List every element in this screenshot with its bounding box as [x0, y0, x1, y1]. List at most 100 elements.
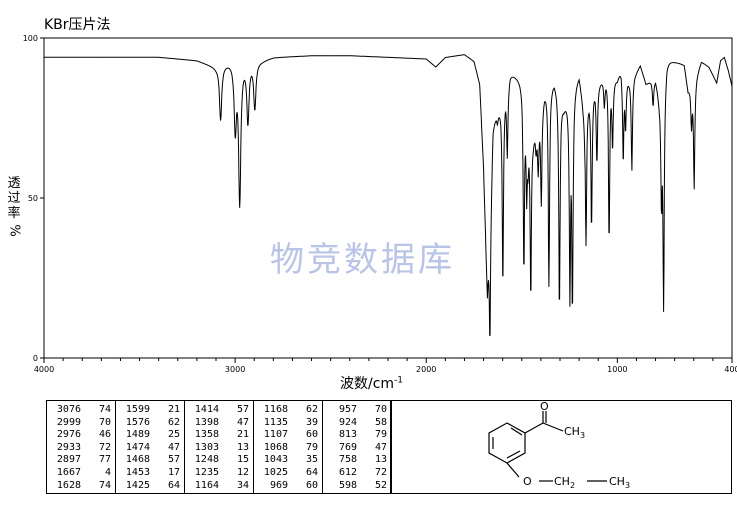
plot-frame	[43, 37, 733, 359]
chemical-structure: O CH3 O CH2 CH3	[488, 400, 630, 490]
x-tick-label: 3000	[225, 365, 245, 374]
peak-wavenumber: 2999	[56, 416, 81, 428]
ring-double-bond	[506, 450, 521, 459]
peak-wavenumber: 1468	[125, 454, 150, 466]
peak-transmittance: 21	[236, 429, 249, 441]
peak-wavenumber: 598	[338, 479, 357, 491]
peak-table-row: 1068 79	[258, 442, 318, 455]
ring-double-bond	[510, 427, 523, 436]
ch3-label-text: CH	[609, 475, 625, 488]
peak-wavenumber: 1358	[194, 429, 219, 441]
peak-wavenumber: 2933	[56, 441, 81, 453]
peak-table-row: 2999 70	[51, 417, 111, 430]
peak-transmittance: 70	[98, 416, 111, 428]
peak-wavenumber: 1599	[125, 404, 150, 415]
peak-table-row: 1107 60	[258, 429, 318, 442]
peak-table-row: 957 70	[327, 404, 387, 417]
peak-transmittance: 64	[305, 466, 318, 478]
peak-table-column: 3076 74 2999 70 2976 46 2933 72 2897 77 1667 4 1628 7…	[47, 401, 116, 493]
ch3-subscript: 3	[625, 481, 630, 490]
peak-table-row: 612 72	[327, 467, 387, 480]
peak-wavenumber: 957	[338, 404, 357, 415]
peak-table-row: 1043 35	[258, 454, 318, 467]
peak-table-row: 924 58	[327, 417, 387, 430]
peak-transmittance: 72	[98, 441, 111, 453]
peak-transmittance: 12	[236, 466, 249, 478]
peak-transmittance: 57	[167, 454, 180, 466]
peak-table-row: 1474 47	[120, 442, 180, 455]
peak-transmittance: 60	[305, 429, 318, 441]
peak-transmittance: 47	[236, 416, 249, 428]
peak-table-row: 1453 17	[120, 467, 180, 480]
x-axis-label-exponent: -1	[394, 375, 404, 386]
peak-table: 3076 74 2999 70 2976 46 2933 72 2897 77 1667 4 1628 7…	[46, 400, 392, 494]
methyl-label-text: CH	[564, 425, 580, 438]
peak-wavenumber: 1135	[263, 416, 288, 428]
peak-wavenumber: 1164	[194, 479, 219, 491]
peak-table-row: 1667 4	[51, 467, 111, 480]
peak-transmittance: 25	[167, 429, 180, 441]
peak-wavenumber: 924	[338, 416, 357, 428]
y-tick-label: 50	[28, 194, 38, 203]
carbonyl-oxygen-label: O	[540, 401, 549, 413]
peak-wavenumber: 1667	[56, 466, 81, 478]
peak-table-row: 598 52	[327, 480, 387, 493]
peak-wavenumber: 1248	[194, 454, 219, 466]
y-tick-label: 0	[33, 354, 38, 363]
bond-carbonyl-methyl	[542, 422, 564, 432]
peak-table-column: 957 70 924 58 813 79 769 47 758 13 612 72 598 52	[323, 401, 391, 493]
peak-transmittance: 47	[374, 441, 387, 453]
spectrum-line	[44, 54, 733, 337]
peak-table-row: 1164 34	[189, 480, 249, 493]
peak-table-row: 1425 64	[120, 480, 180, 493]
methyl-subscript: 3	[580, 431, 585, 440]
peak-wavenumber: 1414	[194, 404, 219, 415]
method-label: KBr压片法	[44, 17, 111, 33]
y-axis-label-char: 透	[7, 176, 21, 191]
peak-wavenumber: 1489	[125, 429, 150, 441]
peak-wavenumber: 1303	[194, 441, 219, 453]
ch2-label-text: CH	[554, 475, 570, 488]
peak-table-row: 1414 57	[189, 404, 249, 417]
peak-transmittance: 46	[98, 429, 111, 441]
peak-table-row: 969 60	[258, 480, 318, 493]
structure-panel: O CH3 O CH2 CH3	[390, 400, 732, 494]
ch3-label: CH3	[609, 475, 630, 490]
peak-wavenumber: 1068	[263, 441, 288, 453]
peak-table-column: 1599 21 1576 62 1489 25 1474 47 1468 57 1453 17 1425…	[116, 401, 185, 493]
peak-transmittance: 58	[374, 416, 387, 428]
y-axis-label-char: 过	[7, 191, 21, 206]
peak-table-row: 1358 21	[189, 429, 249, 442]
y-tick-label: 100	[23, 34, 38, 43]
peak-table-row: 1248 15	[189, 454, 249, 467]
peak-transmittance: 52	[374, 479, 387, 491]
peak-wavenumber: 769	[338, 441, 357, 453]
peak-wavenumber: 1107	[263, 429, 288, 441]
peak-transmittance: 35	[305, 454, 318, 466]
peak-transmittance: 34	[236, 479, 249, 491]
peak-table-column: 1168 62 1135 39 1107 60 1068 79 1043 35 1025 64 969 6…	[254, 401, 323, 493]
peak-transmittance: 62	[305, 404, 318, 415]
peak-transmittance: 15	[236, 454, 249, 466]
peak-table-row: 1235 12	[189, 467, 249, 480]
peak-wavenumber: 758	[338, 454, 357, 466]
peak-wavenumber: 1043	[263, 454, 288, 466]
x-axis-label: 波数/cm-1	[340, 373, 403, 393]
peak-wavenumber: 2976	[56, 429, 81, 441]
peak-wavenumber: 1168	[263, 404, 288, 415]
peak-wavenumber: 1453	[125, 466, 150, 478]
peak-wavenumber: 813	[338, 429, 357, 441]
watermark-text: 物竞数据库	[270, 240, 455, 280]
peak-table-column: 1414 57 1398 47 1358 21 1303 13 1248 15 1235 12 1164…	[185, 401, 254, 493]
peak-wavenumber: 3076	[56, 404, 81, 415]
x-tick-label: 4000	[34, 365, 54, 374]
y-axis-label-char: 率	[7, 206, 21, 221]
peak-transmittance: 70	[374, 404, 387, 415]
x-tick-label: 400	[724, 365, 737, 374]
peak-table-row: 813 79	[327, 429, 387, 442]
peak-transmittance: 62	[167, 416, 180, 428]
peak-table-row: 1135 39	[258, 417, 318, 430]
peak-table-row: 1576 62	[120, 417, 180, 430]
peak-transmittance: 4	[104, 466, 111, 478]
peak-table-row: 769 47	[327, 442, 387, 455]
